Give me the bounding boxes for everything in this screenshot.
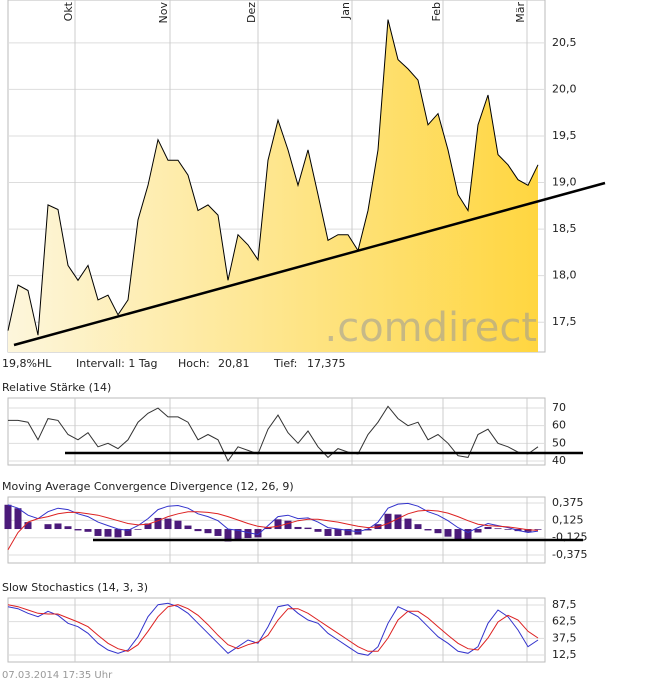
x-tick-label: Jan [339, 2, 352, 20]
histogram-bar [224, 529, 232, 542]
histogram-bar [174, 520, 182, 530]
watermark: .comdirect [325, 305, 538, 351]
histogram-bar [94, 529, 102, 536]
info-range: 19,8%HL [2, 357, 52, 370]
histogram-bar [394, 514, 402, 530]
y-tick-label: 0,375 [552, 496, 584, 509]
histogram-bar [314, 529, 322, 532]
histogram-bar [484, 526, 492, 530]
histogram-bar [144, 523, 152, 530]
panel-title: Relative Stärke (14) [2, 381, 111, 394]
info-interval: Intervall: 1 Tag [76, 357, 158, 370]
histogram-bar [414, 524, 422, 530]
histogram-bar [114, 529, 122, 538]
y-tick-label: 50 [552, 436, 566, 449]
histogram-bar [494, 528, 502, 530]
y-tick-label: 19,0 [552, 176, 577, 189]
y-tick-label: 70 [552, 401, 566, 414]
histogram-bar [194, 529, 202, 532]
panel-title: Slow Stochastics (14, 3, 3) [2, 581, 148, 594]
histogram-bar [104, 529, 112, 537]
histogram-bar [474, 529, 482, 533]
histogram-bar [44, 524, 52, 530]
line [7, 502, 539, 536]
plot-frame [7, 496, 546, 564]
y-tick-label: 0,125 [552, 513, 584, 526]
y-tick-label: 37,5 [552, 631, 577, 644]
y-tick-label: -0,375 [552, 548, 587, 561]
y-tick-label: 19,5 [552, 129, 577, 142]
info-high-label: Hoch: [178, 357, 210, 370]
panel-title: Moving Average Convergence Divergence (1… [2, 480, 294, 493]
histogram-bar [324, 529, 332, 536]
histogram-bar [204, 529, 212, 534]
plots: 17,5 18,0 18,5 19,0 19,5 20,0 20,5 Okt Nov Dez Jan… [2, 0, 587, 663]
x-tick-label: Okt [62, 1, 75, 21]
y-tick-label: 17,5 [552, 315, 577, 328]
histogram-bar [344, 529, 352, 536]
y-tick-label: -0,125 [552, 531, 587, 544]
histogram-bar [304, 527, 312, 530]
area [8, 19, 538, 352]
histogram-bar [124, 529, 132, 536]
histogram-bar [534, 529, 542, 530]
y-tick-label: 40 [552, 454, 566, 467]
histogram-bar [4, 504, 12, 530]
histogram-bar [234, 529, 242, 540]
histogram-bar [134, 529, 142, 530]
histogram-bar [214, 529, 222, 536]
histogram-bar [424, 529, 432, 531]
plot-frame [7, 397, 546, 466]
histogram-bar [504, 529, 512, 530]
histogram-bar [384, 513, 392, 530]
histogram-bar [154, 517, 162, 530]
histogram-bar [254, 529, 262, 538]
histogram-bar [454, 529, 462, 541]
line [7, 19, 539, 336]
line [8, 405, 539, 462]
histogram-bar [334, 529, 342, 536]
line [7, 602, 539, 656]
histogram-bar [434, 529, 442, 534]
histogram-bar [274, 519, 282, 530]
y-tick-label: 18,0 [552, 269, 577, 282]
y-tick-label: 12,5 [552, 648, 577, 661]
info-low: 17,375 [307, 357, 346, 370]
histogram-bar [294, 526, 302, 530]
info-high: 20,81 [218, 357, 250, 370]
histogram-bar [244, 529, 252, 539]
plot-frame [7, 597, 546, 663]
histogram-bar [464, 529, 472, 541]
info-low-label: Tief: [273, 357, 297, 370]
histogram-bar [444, 529, 452, 537]
y-tick-label: 18,5 [552, 222, 577, 235]
histogram-bar [404, 518, 412, 530]
x-tick-label: Feb [430, 2, 443, 21]
histogram-bar [364, 529, 372, 531]
histogram-bar [164, 518, 172, 530]
y-tick-label: 20,5 [552, 36, 577, 49]
histogram-bar [84, 529, 92, 532]
x-tick-label: Mär [514, 2, 527, 23]
line [7, 509, 539, 551]
y-tick-label: 60 [552, 419, 566, 432]
histogram-bar [64, 526, 72, 530]
footer: 07.03.2014 17:35 Uhr [2, 670, 113, 681]
histogram-bar [284, 520, 292, 530]
x-tick-label: Dez [245, 2, 258, 23]
histogram-bar [14, 508, 22, 530]
histogram-bar [524, 529, 532, 532]
histogram-bar [54, 523, 62, 530]
y-tick-label: 62,5 [552, 615, 577, 628]
line [7, 604, 539, 652]
y-tick-label: 20,0 [552, 82, 577, 95]
trend-line [13, 181, 606, 347]
y-tick-label: 87,5 [552, 598, 577, 611]
histogram-bar [74, 529, 82, 531]
histogram-bar [184, 525, 192, 530]
x-tick-label: Nov [157, 2, 170, 24]
histogram-bar [24, 522, 32, 530]
